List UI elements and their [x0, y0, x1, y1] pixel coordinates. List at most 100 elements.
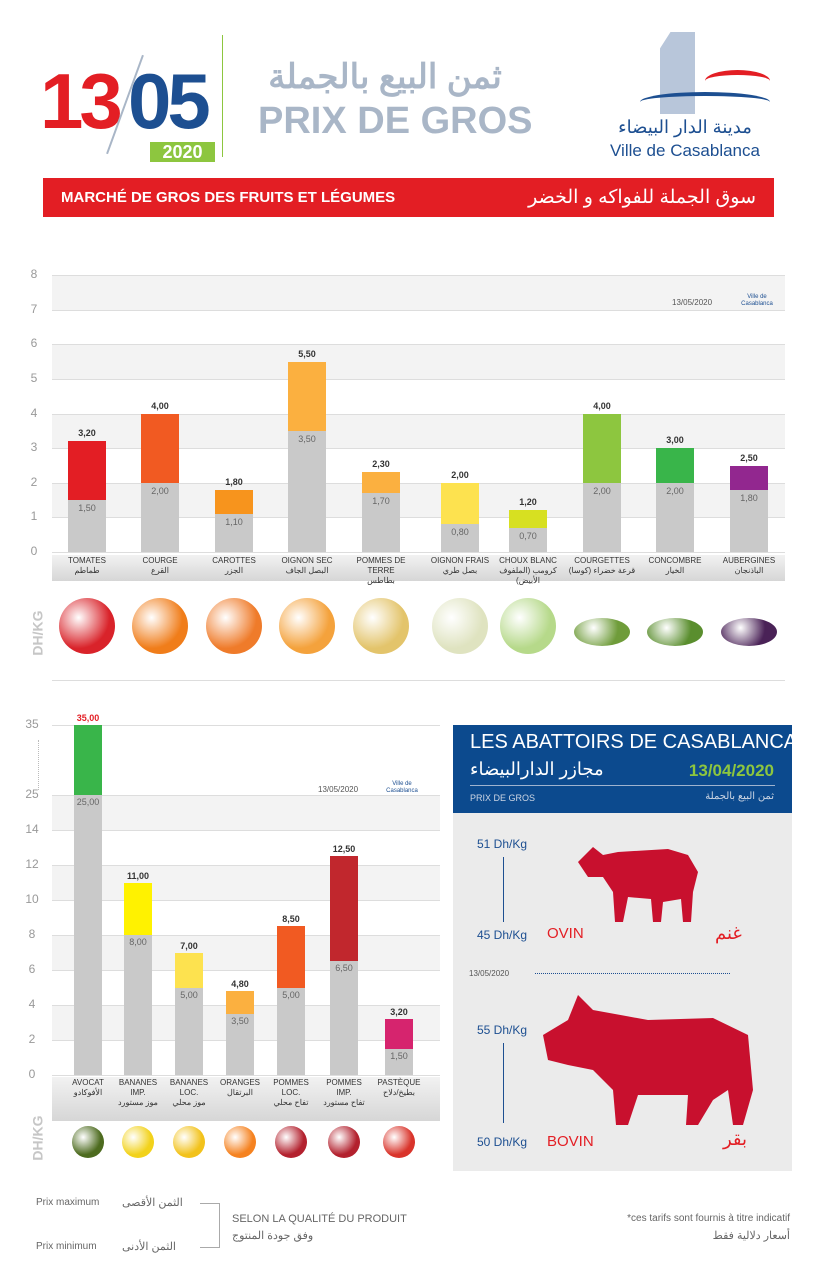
sheep-icon [573, 837, 708, 927]
category-label-fr: ORANGES [219, 1078, 260, 1087]
grid-band [52, 795, 440, 830]
axis-break [38, 740, 39, 790]
category-label-fr: CHOUX BLANC [499, 556, 557, 565]
ovin-min-price: 45 Dh/Kg [477, 928, 528, 942]
min-value-label: 2,00 [666, 485, 684, 496]
category-label: AUBERGINES الباذنجان [714, 556, 784, 576]
category-label-fr: AVOCAT [72, 1078, 104, 1087]
header-title-ar: ثمن البيع بالجملة [268, 58, 502, 96]
logo-swoosh2-icon [640, 92, 770, 112]
chart2-stamp-logo-icon: Ville de Casablanca [380, 765, 424, 794]
category-label-fr: CONCOMBRE [648, 556, 702, 565]
y-tick-label: 2 [28, 1032, 36, 1046]
bar-min [330, 961, 358, 1075]
category-label-fr: AUBERGINES [722, 556, 776, 565]
max-value-label: 4,00 [151, 400, 169, 411]
bovin-label-ar: بقر [723, 1129, 748, 1149]
bar-min [583, 482, 621, 552]
produce-image [647, 618, 703, 646]
disclaimer-fr: *ces tarifs sont fournis à titre indicat… [627, 1213, 790, 1224]
produce-image [500, 598, 556, 654]
bar-max [730, 465, 768, 490]
date-year: 2020 [150, 142, 215, 162]
chart2-stamp-logo-text: Ville de Casablanca [386, 781, 418, 794]
bar-min [656, 482, 694, 552]
category-label-fr: POMMES DE TERRE [356, 556, 406, 575]
bar-min [277, 987, 305, 1075]
date-day: 13 [40, 57, 123, 145]
gridline [52, 1075, 440, 1076]
y-tick-label: 12 [25, 857, 39, 871]
logo-text-ar: مدينة الدار البيضاء [618, 117, 752, 137]
min-value-label: 25,00 [76, 797, 100, 807]
bar-max [277, 926, 305, 988]
max-value-label: 7,00 [180, 940, 198, 951]
category-label-fr: OIGNON FRAIS [430, 556, 490, 565]
category-label-ar: الخيار [665, 566, 685, 575]
max-value-label: 2,30 [372, 459, 390, 470]
bar-min [362, 493, 400, 552]
produce-image [173, 1126, 205, 1158]
category-label-ar: كرومب (الملفوف الأبيض) [499, 566, 557, 585]
produce-image [383, 1126, 415, 1158]
y-tick-label: 35 [25, 717, 39, 731]
category-label: POMMES IMP. تفاح مستورد [320, 1078, 368, 1108]
produce-image [353, 598, 409, 654]
category-label: COURGETTES قرعة خضراء (كوسا) [567, 556, 637, 576]
max-value-label: 3,20 [390, 1007, 408, 1017]
bar-max [441, 482, 479, 525]
abattoirs-panel: LES ABATTOIRS DE CASABLANCA مجازر الدارا… [453, 725, 797, 1171]
min-value-label: 6,50 [335, 963, 353, 974]
max-value-label: 3,00 [666, 435, 684, 446]
bar-max [68, 441, 106, 501]
gridline [52, 448, 785, 450]
category-label: BANANES IMP. موز مستورد [114, 1078, 162, 1108]
bar-min [74, 795, 102, 1075]
category-label-ar: موز محلي [172, 1098, 206, 1107]
gridline [52, 795, 440, 796]
banner-fr: MARCHÉ DE GROS DES FRUITS ET LÉGUMES [61, 189, 396, 206]
abattoirs-header: LES ABATTOIRS DE CASABLANCA مجازر الدارا… [453, 725, 797, 813]
legend-max-ar: الثمن الأقصى [122, 1197, 183, 1209]
min-value-label: 5,00 [180, 989, 198, 1000]
category-label: ORANGES البرتقال [216, 1078, 264, 1098]
category-label: CHOUX BLANC كرومب (الملفوف الأبيض) [493, 556, 563, 586]
abattoirs-header-rule [470, 785, 775, 786]
category-label: COURGE القرع [125, 556, 195, 576]
bar-max [583, 413, 621, 483]
label-strip [52, 1077, 440, 1121]
banner-ar: سوق الجملة للفواكه و الخضر [528, 187, 756, 208]
ovin-max-price: 51 Dh/Kg [477, 837, 528, 851]
category-label-ar: تفاح محلي [273, 1098, 309, 1107]
category-label-ar: الجزر [224, 566, 244, 575]
produce-image [224, 1126, 256, 1158]
bar-min [68, 500, 106, 552]
grid-band [52, 275, 785, 310]
produce-image [574, 618, 630, 646]
bar-max [288, 361, 326, 431]
bovin-min-price: 50 Dh/Kg [477, 1135, 528, 1149]
bovin-max-price: 55 Dh/Kg [477, 1023, 528, 1037]
legend-bracket [200, 1203, 220, 1248]
category-label-fr: POMMES LOC. [273, 1078, 309, 1097]
legend-max-fr: Prix maximum [36, 1197, 100, 1208]
ovin-range-arrow-icon [503, 857, 504, 922]
section-divider [52, 680, 785, 681]
date-month: 05 [128, 57, 211, 145]
bar-min [141, 482, 179, 552]
ovin-label-ar: غنم [715, 923, 742, 943]
max-value-label: 12,50 [332, 844, 356, 855]
bar-min [441, 524, 479, 552]
bar-min [215, 513, 253, 552]
gridline [52, 725, 440, 726]
category-label-ar: طماطم [74, 566, 100, 575]
gridline [52, 309, 785, 311]
bar-max [74, 725, 102, 795]
gridline [52, 970, 440, 971]
casablanca-logo: مدينة الدار البيضاء Ville de Casablanca [590, 32, 780, 162]
grid-band [52, 344, 785, 379]
bar-max [124, 882, 152, 935]
max-value-label: 2,50 [740, 452, 758, 463]
category-label-ar: بطاطس [367, 576, 395, 585]
category-label-ar: تفاح مستورد [323, 1098, 365, 1107]
